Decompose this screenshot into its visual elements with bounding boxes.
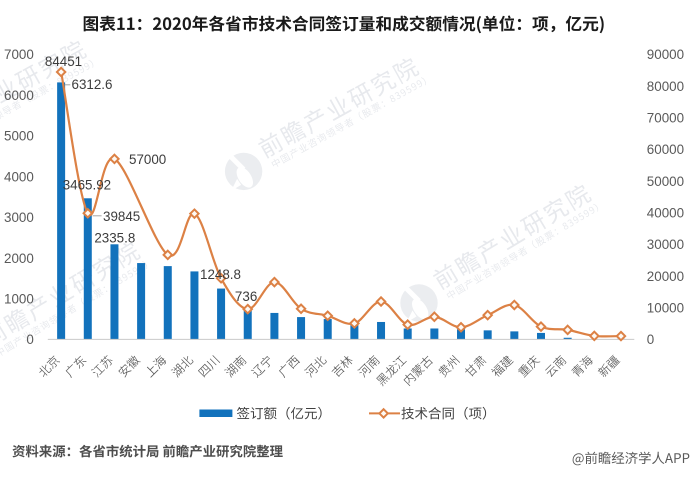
svg-text:3000: 3000 [4, 210, 34, 225]
svg-text:60000: 60000 [647, 142, 684, 157]
svg-text:10000: 10000 [647, 301, 684, 316]
svg-text:0: 0 [647, 332, 654, 347]
svg-text:90000: 90000 [647, 47, 684, 62]
svg-text:6000: 6000 [4, 88, 34, 103]
svg-text:40000: 40000 [647, 206, 684, 221]
svg-text:4000: 4000 [4, 169, 34, 184]
svg-text:1000: 1000 [4, 291, 34, 306]
svg-text:3465.92: 3465.92 [63, 177, 111, 192]
svg-text:2000: 2000 [4, 251, 34, 266]
svg-text:50000: 50000 [647, 174, 684, 189]
svg-text:736: 736 [235, 289, 257, 304]
svg-text:7000: 7000 [4, 47, 34, 62]
svg-text:6312.6: 6312.6 [72, 77, 113, 92]
svg-text:2335.8: 2335.8 [94, 231, 135, 246]
svg-text:57000: 57000 [129, 152, 166, 167]
svg-text:39845: 39845 [103, 209, 140, 224]
svg-text:1248.8: 1248.8 [200, 267, 241, 282]
svg-text:5000: 5000 [4, 129, 34, 144]
svg-text:0: 0 [26, 332, 33, 347]
svg-text:20000: 20000 [647, 269, 684, 284]
svg-text:84451: 84451 [45, 54, 82, 69]
svg-text:30000: 30000 [647, 237, 684, 252]
svg-text:70000: 70000 [647, 111, 684, 126]
svg-text:80000: 80000 [647, 79, 684, 94]
